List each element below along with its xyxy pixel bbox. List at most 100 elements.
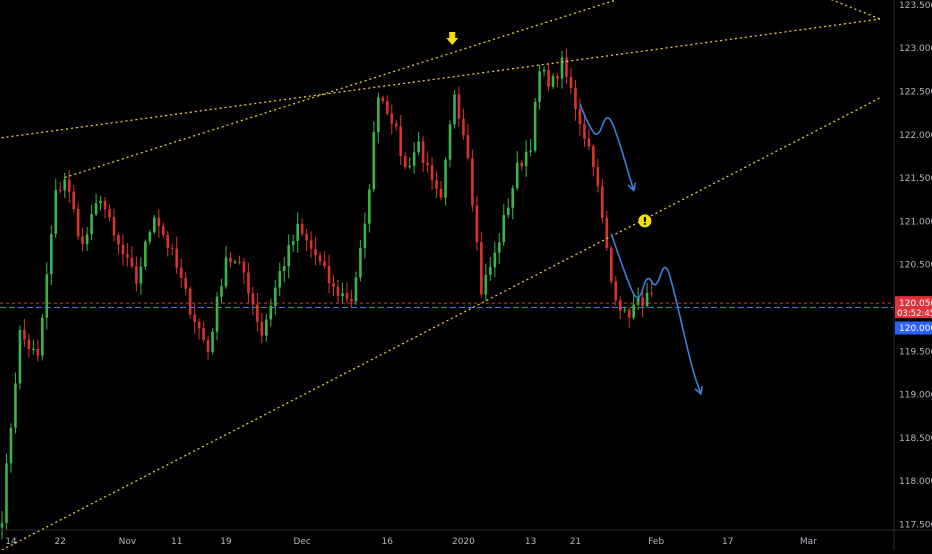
candle-down <box>121 244 125 255</box>
candle-down <box>184 277 187 289</box>
candle-down <box>466 135 470 159</box>
candle-up <box>506 207 510 215</box>
candle-down <box>238 261 241 263</box>
candle-down <box>578 109 582 125</box>
candle-up <box>14 383 17 428</box>
candle-up <box>85 234 89 244</box>
price-tick-label: 123.000 <box>899 44 932 54</box>
target-price-badge <box>895 321 932 335</box>
candle-down <box>587 138 591 147</box>
candle-up <box>408 165 411 167</box>
candle-up <box>273 287 277 306</box>
candle-up <box>148 232 152 242</box>
candle-down <box>471 158 474 206</box>
candle-down <box>247 272 250 294</box>
candle-down <box>618 300 622 311</box>
price-tick-label: 118.000 <box>899 477 932 487</box>
candle-up <box>636 297 640 305</box>
candle-down <box>592 146 595 168</box>
candle-down <box>300 223 304 234</box>
markers[interactable] <box>446 31 652 228</box>
candle-down <box>390 113 394 124</box>
candle-up <box>354 277 358 302</box>
candle-down <box>583 124 586 139</box>
trendlines[interactable] <box>0 0 881 551</box>
projection-arrows[interactable] <box>579 103 704 396</box>
candle-down <box>27 339 31 350</box>
candle-up <box>5 463 8 524</box>
price-badges: 120.05003:52:45 120.000 <box>895 296 932 335</box>
time-tick-label: 21 <box>570 537 581 547</box>
price-tick-label: 120.500 <box>899 261 932 271</box>
candle-up <box>533 101 537 151</box>
candle-down <box>435 180 438 189</box>
candle-down <box>601 186 604 218</box>
candle-up <box>139 266 143 284</box>
candle-up <box>524 151 528 167</box>
candle-down <box>166 234 170 248</box>
candle-up <box>63 179 67 191</box>
bar-countdown-label: 03:52:45 <box>897 309 932 319</box>
price-tick-label: 121.500 <box>899 174 932 184</box>
candle-down <box>76 209 80 237</box>
candle-down <box>193 314 196 322</box>
candle-down <box>318 255 322 262</box>
candle-down <box>130 257 134 267</box>
candle-up <box>32 349 35 351</box>
candle-down <box>609 247 613 282</box>
candle-down <box>332 283 335 287</box>
time-axis[interactable]: 14 22 Nov 11 19 Dec 16 2020 13 21 Feb 17 Mar <box>5 537 817 547</box>
candle-up <box>54 189 58 234</box>
candle-down <box>197 321 201 329</box>
candle-down <box>108 209 111 218</box>
time-tick-label: 2020 <box>452 537 475 547</box>
candle-down <box>650 292 653 294</box>
candle-down <box>202 328 205 340</box>
candle-up <box>99 200 102 204</box>
exclamation-bar <box>643 216 646 222</box>
time-tick-label: Nov <box>119 537 137 547</box>
candle-up <box>278 271 282 288</box>
candle-up <box>551 76 555 87</box>
candle-up <box>448 124 452 160</box>
candle-up <box>153 217 156 233</box>
candle-up <box>224 257 228 287</box>
candle-down <box>135 266 138 284</box>
candle-up <box>269 305 273 320</box>
candle-down <box>242 261 246 273</box>
candle-down <box>569 76 573 89</box>
price-axis[interactable]: 117.500 118.000 118.500 119.000 119.500 120.0… <box>899 1 932 531</box>
candle-down <box>457 94 461 119</box>
time-tick-label: 13 <box>525 537 536 547</box>
candle-down <box>58 189 62 191</box>
candle-down <box>260 321 264 336</box>
candle-up <box>493 252 497 268</box>
candle-down <box>565 57 568 77</box>
candle-down <box>256 304 259 322</box>
candle-down <box>327 265 331 284</box>
candle-down <box>157 217 161 227</box>
exclamation-dot <box>643 223 646 225</box>
candle-up <box>412 152 416 166</box>
time-tick-label: 11 <box>171 537 182 547</box>
candle-up <box>502 214 506 243</box>
candle-up <box>90 214 93 235</box>
time-tick-label: Dec <box>293 537 310 547</box>
candle-down <box>430 165 434 181</box>
time-tick-label: 16 <box>382 537 394 547</box>
candle-up <box>94 203 98 215</box>
trendline-2 <box>64 0 618 179</box>
candle-up <box>220 286 223 297</box>
candle-down <box>475 205 479 243</box>
candle-down <box>520 162 523 167</box>
candle-down <box>36 349 40 356</box>
candle-up <box>560 57 564 79</box>
candle-down <box>421 141 425 163</box>
candle-down <box>426 162 429 166</box>
candle-up <box>287 244 291 267</box>
candle-down <box>323 261 326 266</box>
candle-up <box>511 188 515 208</box>
candle-down <box>117 235 120 245</box>
